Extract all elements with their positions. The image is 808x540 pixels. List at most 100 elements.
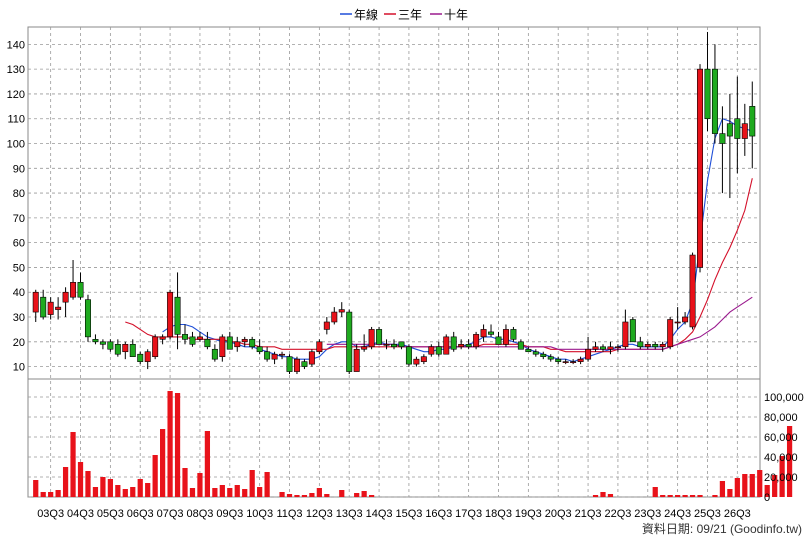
candle-body bbox=[726, 123, 733, 137]
candle-body bbox=[144, 351, 151, 362]
candle-body bbox=[62, 291, 69, 303]
volume-bar bbox=[115, 485, 121, 497]
candle-body bbox=[182, 334, 188, 340]
volume-bar bbox=[667, 495, 673, 497]
x-tick-label: 21Q3 bbox=[575, 508, 602, 520]
candle-body bbox=[211, 348, 218, 360]
volume-bar bbox=[130, 487, 136, 497]
volume-bar bbox=[40, 492, 46, 497]
candle-body bbox=[585, 348, 592, 360]
volume-bar bbox=[227, 488, 233, 497]
volume-bar bbox=[249, 470, 255, 497]
candle-body bbox=[473, 334, 480, 348]
volume-bar bbox=[749, 474, 755, 497]
volume-y-tick-label: 0 bbox=[764, 492, 770, 504]
candle-body bbox=[488, 331, 495, 335]
volume-bar bbox=[361, 491, 367, 497]
candle-body bbox=[562, 361, 569, 363]
candle-body bbox=[84, 299, 91, 338]
candle-body bbox=[308, 351, 315, 365]
candle-body bbox=[667, 319, 674, 348]
candle-body bbox=[577, 358, 584, 362]
volume-bar bbox=[286, 494, 293, 497]
price-y-tick-label: 140 bbox=[7, 39, 25, 51]
candle-body bbox=[495, 336, 502, 345]
volume-bar bbox=[592, 495, 599, 497]
candle-body bbox=[301, 361, 308, 367]
volume-bar bbox=[772, 475, 778, 497]
candle-body bbox=[77, 282, 84, 298]
candle-body bbox=[114, 343, 121, 355]
candle-body bbox=[614, 346, 621, 349]
candle-body bbox=[637, 341, 644, 348]
price-y-tick-label: 40 bbox=[13, 287, 25, 299]
candle-body bbox=[92, 339, 99, 343]
price-y-tick-label: 120 bbox=[7, 89, 25, 101]
x-tick-label: 22Q3 bbox=[604, 508, 631, 520]
candle-body bbox=[70, 282, 77, 298]
candle-body bbox=[167, 291, 174, 338]
candle-body bbox=[331, 311, 338, 323]
volume-bar bbox=[727, 489, 733, 497]
candle-body bbox=[40, 296, 47, 318]
candle-body bbox=[570, 361, 577, 363]
candle-body bbox=[152, 336, 159, 357]
candle-body bbox=[249, 339, 256, 348]
volume-bar bbox=[182, 468, 188, 497]
volume-bar bbox=[742, 474, 748, 497]
candle-body bbox=[107, 341, 114, 350]
x-tick-label: 26Q3 bbox=[724, 508, 751, 520]
candle-body bbox=[465, 343, 472, 348]
volume-bar bbox=[368, 495, 375, 497]
volume-bar bbox=[316, 488, 322, 497]
volume-bar bbox=[757, 470, 763, 497]
price-y-tick-label: 110 bbox=[7, 114, 25, 126]
legend-label-1y: 年線 bbox=[354, 7, 378, 22]
candle-body bbox=[286, 356, 293, 372]
volume-bar bbox=[786, 426, 793, 497]
candle-body bbox=[346, 311, 353, 372]
candle-body bbox=[32, 291, 39, 313]
candle-body bbox=[644, 343, 651, 348]
volume-y-tick-label: 20,000 bbox=[764, 472, 798, 484]
volume-bar bbox=[779, 456, 785, 497]
candle-body bbox=[405, 346, 412, 365]
candle-body bbox=[264, 351, 271, 360]
volume-bar bbox=[660, 495, 666, 497]
price-y-tick-label: 70 bbox=[13, 213, 25, 225]
candle-body bbox=[622, 321, 629, 348]
volume-bars bbox=[33, 391, 793, 497]
candle-body bbox=[719, 133, 726, 144]
candle-body bbox=[137, 353, 144, 362]
volume-bar bbox=[160, 429, 166, 497]
volume-bar bbox=[675, 495, 681, 497]
candle-body bbox=[256, 346, 263, 353]
candle-body bbox=[391, 343, 397, 348]
legend-label-10y: 十年 bbox=[444, 8, 468, 22]
candle-body bbox=[279, 353, 286, 356]
candle-body bbox=[420, 356, 427, 362]
candle-body bbox=[323, 321, 330, 330]
volume-bar bbox=[137, 479, 143, 497]
x-tick-label: 06Q3 bbox=[127, 508, 154, 520]
candle-body bbox=[600, 346, 606, 350]
volume-bar bbox=[189, 488, 196, 497]
volume-y-tick-label: 40,000 bbox=[764, 452, 798, 464]
volume-bar bbox=[33, 480, 39, 497]
candle-body bbox=[234, 341, 241, 348]
volume-bar bbox=[48, 492, 54, 497]
candle-body bbox=[607, 346, 614, 350]
candle-body bbox=[435, 346, 442, 355]
candle-body bbox=[196, 336, 203, 340]
candle-body bbox=[629, 319, 636, 343]
volume-bar bbox=[652, 487, 658, 497]
candle-body bbox=[189, 336, 196, 345]
candle-body bbox=[226, 336, 233, 350]
volume-y-tick-label: 60,000 bbox=[764, 432, 798, 444]
data-date-footer: 資料日期: 09/21 (Goodinfo.tw) bbox=[642, 520, 802, 537]
x-tick-label: 25Q3 bbox=[694, 508, 721, 520]
volume-bar bbox=[122, 489, 128, 497]
x-tick-label: 15Q3 bbox=[395, 508, 422, 520]
candle-body bbox=[368, 329, 375, 348]
